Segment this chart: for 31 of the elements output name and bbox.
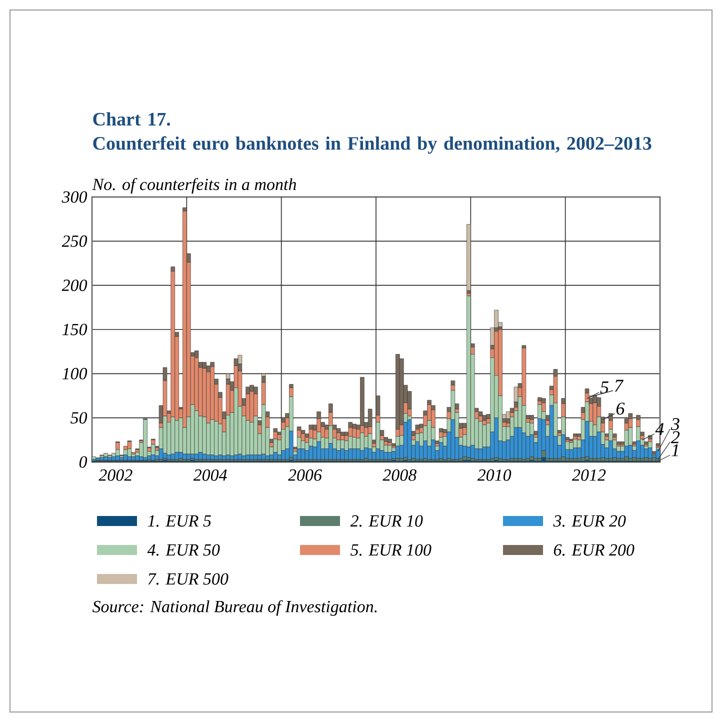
- annotation: 1: [672, 444, 678, 456]
- annotation: 3: [670, 418, 680, 430]
- y-tick-label: 250: [62, 235, 88, 247]
- annotation: 5: [600, 381, 608, 394]
- legend-label: 2. EUR 10: [350, 515, 423, 527]
- y-axis-title: No. of counterfeits in a month: [92, 178, 296, 194]
- x-tick-label: 2004: [193, 469, 227, 481]
- legend-label: 3. EUR 20: [553, 515, 626, 527]
- y-tick-label: 150: [62, 324, 88, 336]
- annotation: 7: [615, 380, 624, 392]
- annotation: 4: [655, 423, 664, 435]
- y-tick-label: 100: [62, 368, 88, 380]
- y-tick-label: 0: [79, 456, 88, 468]
- x-tick-label: 2012: [572, 469, 606, 481]
- source-note: Source: National Bureau of Investigation.: [92, 600, 377, 616]
- annotation: 6: [616, 402, 625, 415]
- x-tick-label: 2010: [477, 469, 512, 481]
- legend-label: 6. EUR 200: [554, 544, 634, 556]
- chart-title: Chart 17.: [93, 112, 170, 126]
- legend-label: 4. EUR 50: [147, 544, 220, 556]
- y-tick-label: 200: [62, 280, 88, 292]
- chart-subtitle: Counterfeit euro banknotes in Finland by denomination, 2002–2013: [93, 136, 652, 154]
- x-tick-label: 2006: [288, 469, 322, 481]
- legend-label: 1. EUR 5: [148, 515, 211, 527]
- legend-label: 5. EUR 100: [350, 544, 432, 556]
- legend-label: 7. EUR 500: [148, 573, 228, 585]
- x-tick-label: 2002: [98, 469, 132, 481]
- y-tick-label: 300: [62, 191, 88, 203]
- x-tick-label: 2008: [382, 469, 416, 481]
- annotation: 2: [670, 431, 680, 444]
- y-tick-label: 50: [70, 412, 88, 424]
